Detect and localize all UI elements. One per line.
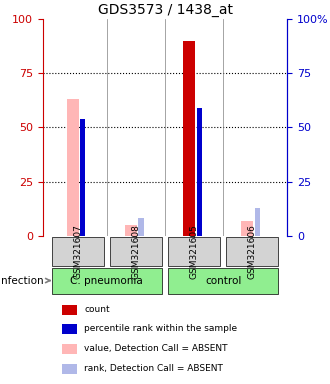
Text: control: control <box>205 276 241 286</box>
Text: C. pneumonia: C. pneumonia <box>71 276 143 286</box>
Bar <box>241 221 253 236</box>
Text: infection: infection <box>0 276 50 286</box>
Bar <box>255 208 260 236</box>
Bar <box>139 218 144 236</box>
Text: GSM321605: GSM321605 <box>189 224 199 279</box>
Bar <box>183 41 195 236</box>
FancyBboxPatch shape <box>51 268 162 293</box>
Text: rank, Detection Call = ABSENT: rank, Detection Call = ABSENT <box>84 364 223 372</box>
Text: GSM321608: GSM321608 <box>131 224 141 279</box>
Text: count: count <box>84 305 110 314</box>
Bar <box>67 99 79 236</box>
Bar <box>62 324 77 334</box>
Bar <box>62 364 77 374</box>
FancyBboxPatch shape <box>226 237 279 266</box>
FancyBboxPatch shape <box>110 237 162 266</box>
FancyBboxPatch shape <box>168 237 220 266</box>
FancyBboxPatch shape <box>51 237 104 266</box>
Text: percentile rank within the sample: percentile rank within the sample <box>84 324 238 333</box>
Text: GSM321607: GSM321607 <box>73 224 82 279</box>
Bar <box>197 108 202 236</box>
Text: value, Detection Call = ABSENT: value, Detection Call = ABSENT <box>84 344 228 353</box>
Bar <box>62 305 77 315</box>
FancyBboxPatch shape <box>168 268 279 293</box>
Bar <box>62 344 77 354</box>
Text: GSM321606: GSM321606 <box>248 224 257 279</box>
Bar <box>80 119 85 236</box>
Title: GDS3573 / 1438_at: GDS3573 / 1438_at <box>97 3 233 17</box>
Bar <box>125 225 137 236</box>
